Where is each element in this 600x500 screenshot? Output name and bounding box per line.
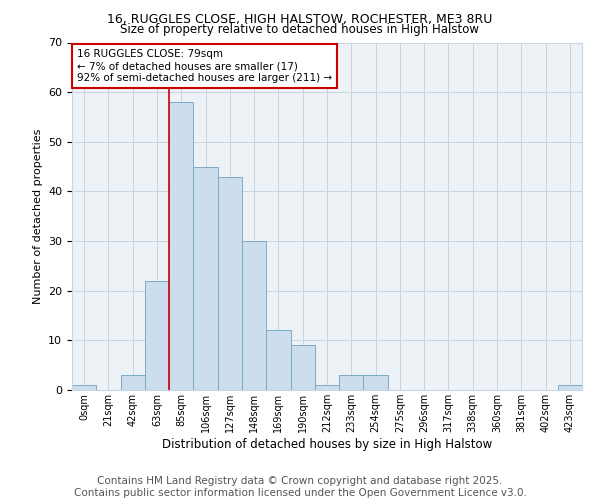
Bar <box>169 102 193 390</box>
X-axis label: Distribution of detached houses by size in High Halstow: Distribution of detached houses by size … <box>162 438 492 451</box>
Text: Contains HM Land Registry data © Crown copyright and database right 2025.
Contai: Contains HM Land Registry data © Crown c… <box>74 476 526 498</box>
Bar <box>558 385 582 390</box>
Y-axis label: Number of detached properties: Number of detached properties <box>32 128 43 304</box>
Bar <box>72 385 96 390</box>
Bar <box>145 281 169 390</box>
Bar <box>290 346 315 390</box>
Text: 16 RUGGLES CLOSE: 79sqm
← 7% of detached houses are smaller (17)
92% of semi-det: 16 RUGGLES CLOSE: 79sqm ← 7% of detached… <box>77 50 332 82</box>
Bar <box>315 385 339 390</box>
Text: 16, RUGGLES CLOSE, HIGH HALSTOW, ROCHESTER, ME3 8RU: 16, RUGGLES CLOSE, HIGH HALSTOW, ROCHEST… <box>107 12 493 26</box>
Bar <box>242 241 266 390</box>
Bar <box>121 375 145 390</box>
Bar <box>339 375 364 390</box>
Text: Size of property relative to detached houses in High Halstow: Size of property relative to detached ho… <box>121 22 479 36</box>
Bar <box>266 330 290 390</box>
Bar <box>218 176 242 390</box>
Bar <box>193 166 218 390</box>
Bar <box>364 375 388 390</box>
